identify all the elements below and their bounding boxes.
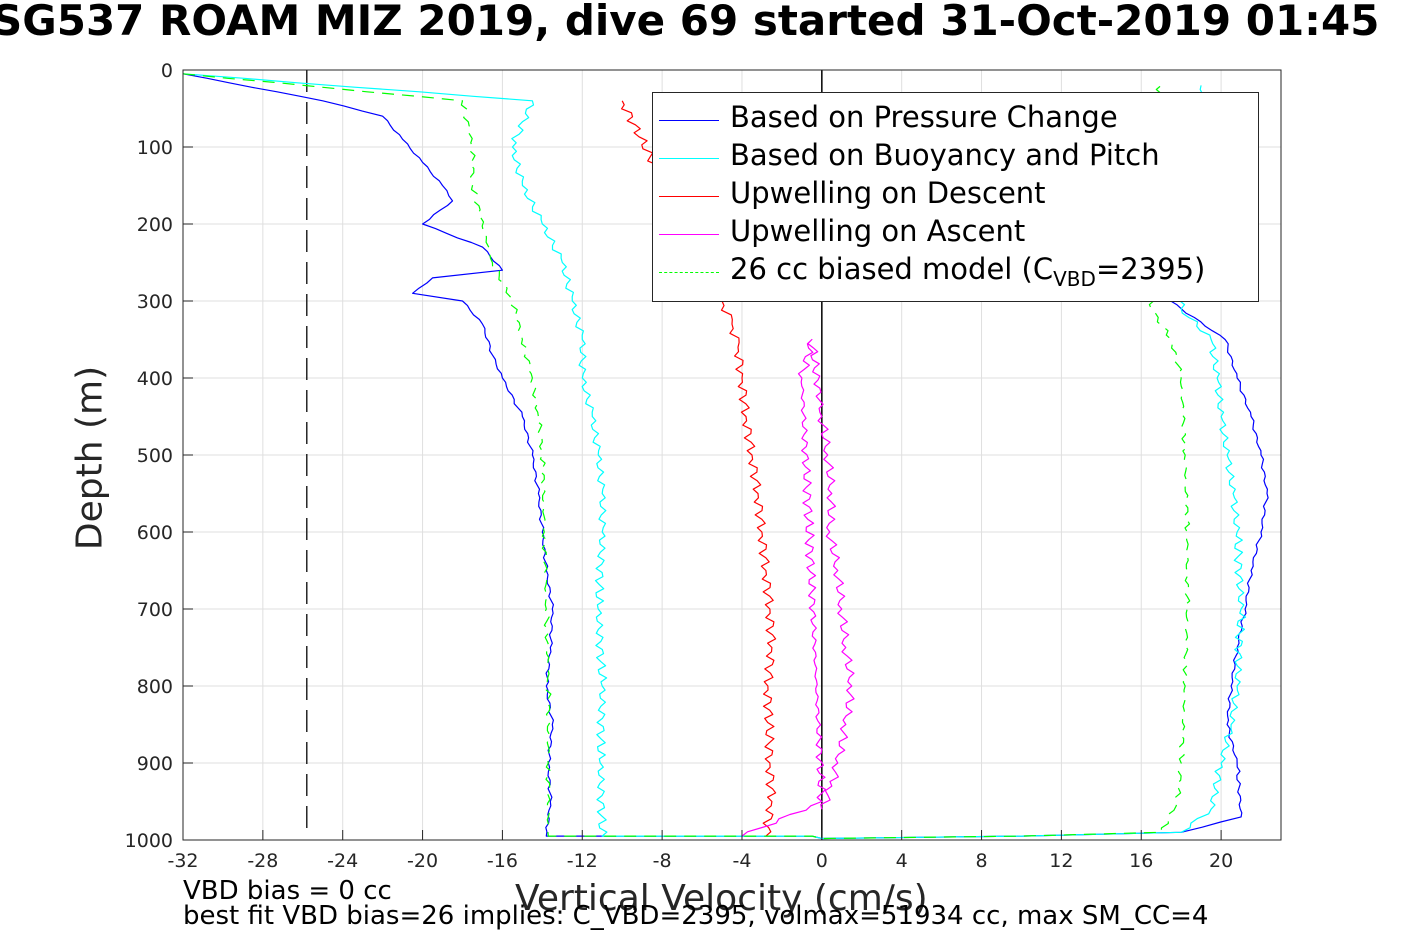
legend-swatch-upwell-ascent (659, 234, 719, 235)
x-tick-label: -24 (327, 850, 358, 872)
legend-label-pressure: Based on Pressure Change (730, 100, 1118, 134)
x-tick-label: -12 (567, 850, 598, 872)
x-tick-label: 12 (1049, 850, 1073, 872)
y-tick-label: 0 (161, 60, 173, 82)
series-line-3 (741, 338, 855, 837)
legend-label-model: 26 cc biased model (CVBD=2395) (730, 252, 1205, 291)
legend-label-upwell-ascent: Upwelling on Ascent (730, 214, 1026, 248)
y-tick-label: 800 (137, 676, 173, 698)
x-tick-label: 8 (975, 850, 987, 872)
y-tick-label: 600 (137, 522, 173, 544)
series-line-4 (182, 73, 1191, 840)
y-axis-ticks: 0 100 200 300 400 500 600 700 800 900 1000 (125, 60, 193, 852)
y-tick-label: 900 (137, 753, 173, 775)
x-tick-label: 20 (1209, 850, 1233, 872)
x-tick-label: -8 (653, 850, 672, 872)
footer-best-fit: best fit VBD bias=26 implies: C_VBD=2395… (183, 901, 1209, 931)
chart-title: SG537 ROAM MIZ 2019, dive 69 started 31-… (0, 0, 1380, 45)
x-tick-label: -4 (733, 850, 752, 872)
x-tick-label: 16 (1129, 850, 1153, 872)
x-tick-label: 0 (816, 850, 828, 872)
x-tick-label: -32 (167, 850, 198, 872)
legend-swatch-model (659, 272, 719, 273)
legend-label-model-prefix: 26 cc biased model (C (730, 252, 1054, 286)
x-tick-label: -20 (407, 850, 438, 872)
data-series (182, 73, 1269, 840)
x-tick-label: 4 (896, 850, 908, 872)
legend-label-upwell-descent: Upwelling on Descent (730, 176, 1046, 210)
y-tick-label: 200 (137, 214, 173, 236)
y-tick-label: 100 (137, 137, 173, 159)
y-tick-label: 700 (137, 599, 173, 621)
legend-swatch-buoyancy (659, 158, 719, 159)
legend-label-model-sub: VBD (1053, 266, 1096, 291)
x-axis-label: Vertical Velocity (cm/s) (515, 878, 928, 919)
x-tick-label: -16 (487, 850, 518, 872)
y-tick-label: 1000 (125, 830, 173, 852)
footer-vbd-bias: VBD bias = 0 cc (183, 876, 392, 906)
y-axis-label: Depth (m) (69, 365, 111, 551)
x-axis-ticks: -32 -28 -24 -20 -16 -12 -8 -4 0 4 8 12 16 20 (167, 830, 1233, 872)
legend-label-buoyancy: Based on Buoyancy and Pitch (730, 138, 1160, 172)
legend-swatch-pressure (659, 120, 719, 121)
legend: Based on Pressure Change Based on Buoyan… (652, 92, 1259, 302)
legend-swatch-upwell-descent (659, 196, 719, 197)
legend-label-model-suffix: =2395) (1095, 252, 1206, 286)
y-tick-label: 500 (137, 445, 173, 467)
y-tick-label: 400 (137, 368, 173, 390)
x-tick-label: -28 (247, 850, 278, 872)
y-tick-label: 300 (137, 291, 173, 313)
